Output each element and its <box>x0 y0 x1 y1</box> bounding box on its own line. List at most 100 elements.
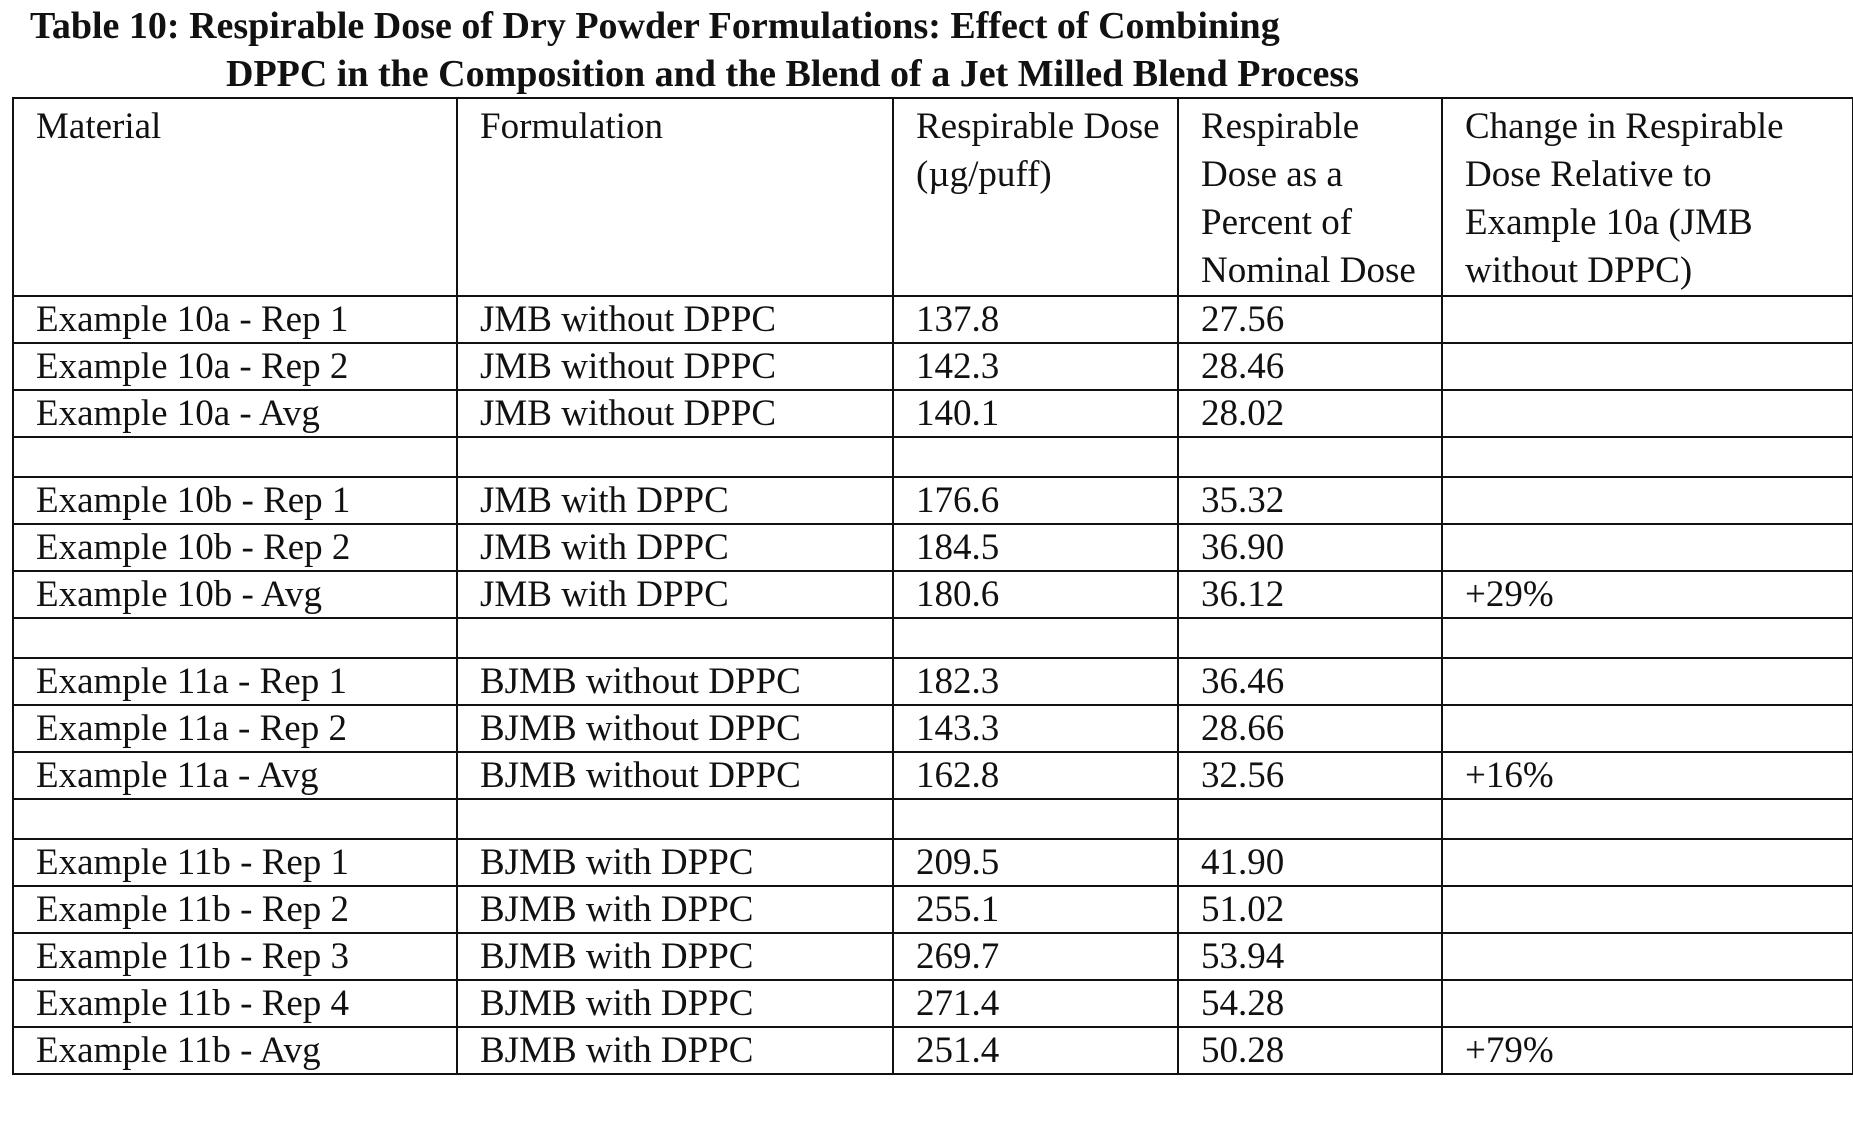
table-row: Example 10b - Rep 1JMB with DPPC176.635.… <box>13 477 1853 524</box>
respirable-dose-cell: 143.3 <box>893 705 1178 752</box>
material-cell: Example 11a - Rep 2 <box>13 705 457 752</box>
percent-nominal-cell: 36.46 <box>1178 658 1442 705</box>
respirable-dose-cell: 140.1 <box>893 390 1178 437</box>
material-cell: Example 10a - Rep 2 <box>13 343 457 390</box>
respirable-dose-cell: 209.5 <box>893 839 1178 886</box>
material-cell <box>13 618 457 658</box>
percent-nominal-cell: 28.02 <box>1178 390 1442 437</box>
table-row: Example 11b - Rep 1BJMB with DPPC209.541… <box>13 839 1853 886</box>
formulation-cell: BJMB with DPPC <box>457 980 893 1027</box>
change-cell <box>1442 658 1853 705</box>
material-cell: Example 10a - Avg <box>13 390 457 437</box>
change-cell <box>1442 618 1853 658</box>
percent-nominal-cell: 50.28 <box>1178 1027 1442 1074</box>
percent-nominal-cell <box>1178 618 1442 658</box>
table-row: Example 10a - Rep 1JMB without DPPC137.8… <box>13 296 1853 343</box>
header-percent-nominal: Respirable Dose as a Percent of Nominal … <box>1178 98 1442 296</box>
table-row: Example 10b - AvgJMB with DPPC180.636.12… <box>13 571 1853 618</box>
change-cell <box>1442 437 1853 477</box>
table-caption: Table 10: Respirable Dose of Dry Powder … <box>30 2 1590 98</box>
table-row: Example 11a - Rep 1BJMB without DPPC182.… <box>13 658 1853 705</box>
formulation-cell: BJMB without DPPC <box>457 752 893 799</box>
table-row: Example 11a - Rep 2BJMB without DPPC143.… <box>13 705 1853 752</box>
percent-nominal-cell: 51.02 <box>1178 886 1442 933</box>
header-formulation: Formulation <box>457 98 893 296</box>
change-cell <box>1442 705 1853 752</box>
formulation-cell: JMB with DPPC <box>457 524 893 571</box>
respirable-dose-cell: 255.1 <box>893 886 1178 933</box>
header-material: Material <box>13 98 457 296</box>
material-cell: Example 11b - Rep 4 <box>13 980 457 1027</box>
respirable-dose-cell <box>893 437 1178 477</box>
percent-nominal-cell <box>1178 437 1442 477</box>
respirable-dose-cell: 269.7 <box>893 933 1178 980</box>
material-cell: Example 10b - Avg <box>13 571 457 618</box>
table-row: Example 10a - AvgJMB without DPPC140.128… <box>13 390 1853 437</box>
caption-line-2: DPPC in the Composition and the Blend of… <box>30 50 1590 98</box>
change-cell <box>1442 477 1853 524</box>
change-cell <box>1442 343 1853 390</box>
material-cell: Example 10b - Rep 1 <box>13 477 457 524</box>
percent-nominal-cell <box>1178 799 1442 839</box>
material-cell: Example 11a - Avg <box>13 752 457 799</box>
caption-line-1: Table 10: Respirable Dose of Dry Powder … <box>30 2 1590 50</box>
material-cell: Example 10a - Rep 1 <box>13 296 457 343</box>
formulation-cell: BJMB with DPPC <box>457 886 893 933</box>
change-cell <box>1442 933 1853 980</box>
percent-nominal-cell: 36.90 <box>1178 524 1442 571</box>
respirable-dose-cell: 137.8 <box>893 296 1178 343</box>
percent-nominal-cell: 27.56 <box>1178 296 1442 343</box>
change-cell <box>1442 980 1853 1027</box>
formulation-cell: JMB without DPPC <box>457 343 893 390</box>
respirable-dose-table: Material Formulation Respirable Dose (µg… <box>12 97 1853 1075</box>
header-change-relative: Change in Respirable Dose Relative to Ex… <box>1442 98 1853 296</box>
respirable-dose-cell: 180.6 <box>893 571 1178 618</box>
material-cell: Example 11b - Avg <box>13 1027 457 1074</box>
table-row: Example 11a - AvgBJMB without DPPC162.83… <box>13 752 1853 799</box>
formulation-cell: BJMB with DPPC <box>457 1027 893 1074</box>
formulation-cell: BJMB without DPPC <box>457 705 893 752</box>
formulation-cell: JMB with DPPC <box>457 477 893 524</box>
formulation-cell: JMB without DPPC <box>457 296 893 343</box>
respirable-dose-cell <box>893 799 1178 839</box>
respirable-dose-cell: 184.5 <box>893 524 1178 571</box>
spacer-row <box>13 437 1853 477</box>
formulation-cell <box>457 618 893 658</box>
table-row: Example 10b - Rep 2JMB with DPPC184.536.… <box>13 524 1853 571</box>
material-cell <box>13 799 457 839</box>
table-row: Example 10a - Rep 2JMB without DPPC142.3… <box>13 343 1853 390</box>
percent-nominal-cell: 32.56 <box>1178 752 1442 799</box>
material-cell: Example 11b - Rep 3 <box>13 933 457 980</box>
percent-nominal-cell: 36.12 <box>1178 571 1442 618</box>
percent-nominal-cell: 41.90 <box>1178 839 1442 886</box>
percent-nominal-cell: 28.66 <box>1178 705 1442 752</box>
percent-nominal-cell: 28.46 <box>1178 343 1442 390</box>
change-cell <box>1442 886 1853 933</box>
material-cell: Example 11a - Rep 1 <box>13 658 457 705</box>
percent-nominal-cell: 35.32 <box>1178 477 1442 524</box>
formulation-cell: BJMB without DPPC <box>457 658 893 705</box>
formulation-cell: BJMB with DPPC <box>457 839 893 886</box>
formulation-cell: JMB with DPPC <box>457 571 893 618</box>
table-header-row: Material Formulation Respirable Dose (µg… <box>13 98 1853 296</box>
change-cell <box>1442 296 1853 343</box>
material-cell: Example 11b - Rep 1 <box>13 839 457 886</box>
respirable-dose-cell: 251.4 <box>893 1027 1178 1074</box>
respirable-dose-cell: 176.6 <box>893 477 1178 524</box>
respirable-dose-cell: 162.8 <box>893 752 1178 799</box>
respirable-dose-cell <box>893 618 1178 658</box>
material-cell: Example 10b - Rep 2 <box>13 524 457 571</box>
table-row: Example 11b - Rep 3BJMB with DPPC269.753… <box>13 933 1853 980</box>
change-cell: +16% <box>1442 752 1853 799</box>
table-row: Example 11b - Rep 4BJMB with DPPC271.454… <box>13 980 1853 1027</box>
change-cell <box>1442 799 1853 839</box>
formulation-cell <box>457 437 893 477</box>
table-body: Example 10a - Rep 1JMB without DPPC137.8… <box>13 296 1853 1074</box>
table-row: Example 11b - AvgBJMB with DPPC251.450.2… <box>13 1027 1853 1074</box>
spacer-row <box>13 618 1853 658</box>
table-row: Example 11b - Rep 2BJMB with DPPC255.151… <box>13 886 1853 933</box>
header-respirable-dose: Respirable Dose (µg/puff) <box>893 98 1178 296</box>
respirable-dose-cell: 271.4 <box>893 980 1178 1027</box>
change-cell <box>1442 524 1853 571</box>
